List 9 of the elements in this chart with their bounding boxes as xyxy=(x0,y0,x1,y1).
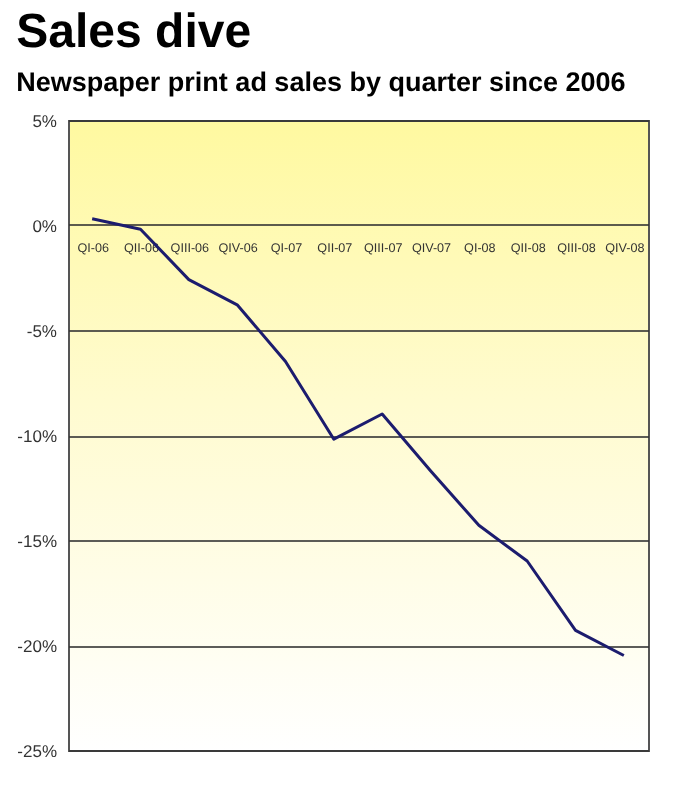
y-tick-label: 0% xyxy=(32,216,58,236)
chart-title: Sales dive xyxy=(16,5,252,59)
y-tick-label: 5% xyxy=(32,111,58,131)
y-tick-label: -15% xyxy=(17,531,58,551)
y-tick-label: -10% xyxy=(17,426,58,446)
y-tick-label: -20% xyxy=(17,636,58,656)
y-tick-label: -25% xyxy=(17,741,58,761)
y-tick-label: -5% xyxy=(26,321,58,341)
chart-subtitle: Newspaper print ad sales by quarter since 2006 xyxy=(16,67,627,97)
